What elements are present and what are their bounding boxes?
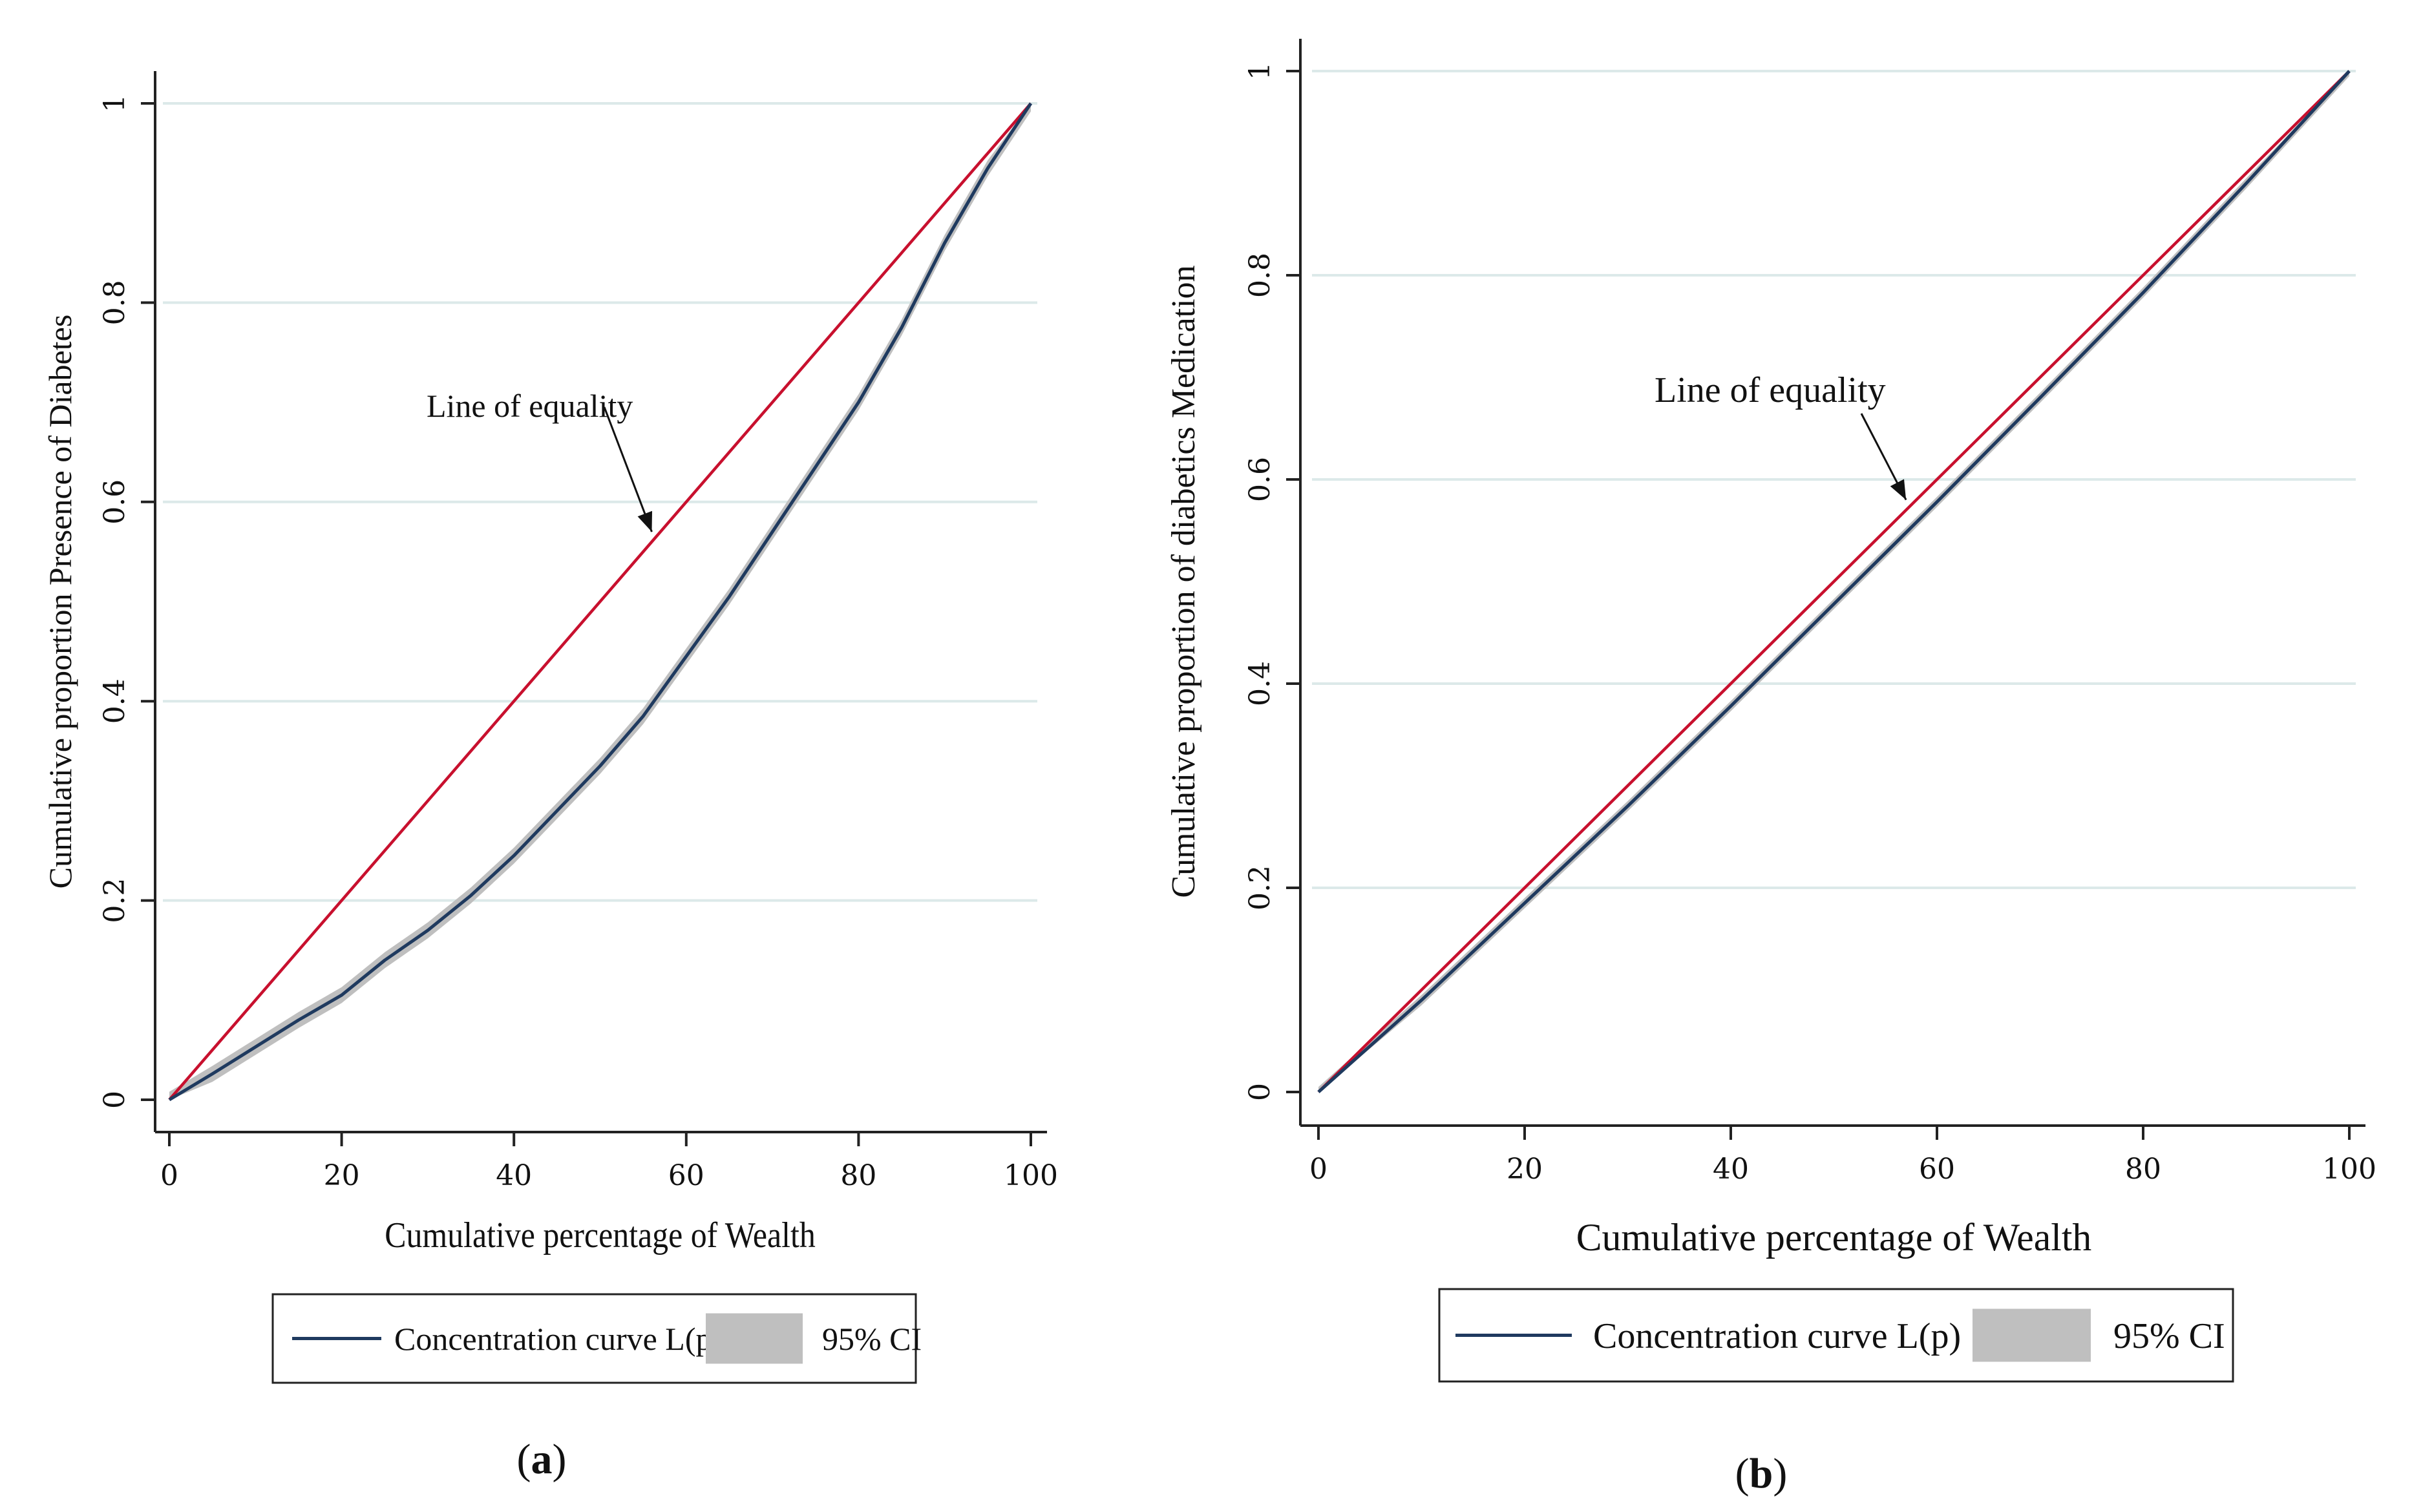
panel-b-x-tick-label-5: 100	[2322, 1153, 2376, 1186]
panel-b-gridlines	[1312, 70, 2356, 889]
panel-b-annotation-arrowhead	[1890, 479, 1907, 500]
panel-a-y-axis-title: Cumulative proportion Presence of Diabet…	[42, 315, 78, 889]
panel-a-lines	[168, 102, 1033, 1102]
panel-a-annotation-arrowhead	[637, 510, 653, 532]
panel-a-annotation: Line of equality	[427, 388, 633, 424]
panel-b-y-tick-label-0: 0	[1243, 1083, 1276, 1101]
panel-a-y-tick-label-0: 0	[98, 1091, 131, 1109]
panel-a-caption: (a)	[517, 1436, 567, 1483]
panel-a-y-tick-label-5: 1	[98, 94, 131, 112]
panel-b-y-tick-label-2: 0.4	[1243, 661, 1276, 706]
panel-b-legend-band-swatch	[1973, 1308, 2091, 1362]
panel-a-x-tick-label-2: 40	[496, 1159, 532, 1192]
panel-a-caption-letter: a	[531, 1436, 553, 1483]
panel-b-y-axis-title: Cumulative proportion of diabetics Medic…	[1165, 265, 1202, 898]
panel-b-caption-letter: b	[1750, 1450, 1773, 1497]
panel-b-concentration-curve	[1317, 70, 2351, 1093]
panel-a-y-tick-label-1: 0.2	[98, 878, 131, 923]
panel-a-x-tick-label-0: 0	[160, 1159, 178, 1192]
panel-a-line-of-equality	[168, 102, 1032, 1101]
panel-b-x-axis-title: Cumulative percentage of Wealth	[1576, 1216, 2092, 1259]
panel-b-legend: Concentration curve L(p) 95% CI	[1438, 1288, 2234, 1383]
panel-a-axes	[154, 71, 1047, 1133]
panel-a-legend-band-swatch	[706, 1313, 803, 1364]
panel-b-y-tick-label-1: 0.2	[1243, 865, 1276, 910]
panel-b-x-tick-label-2: 40	[1713, 1153, 1749, 1186]
panel-b-line-of-equality	[1317, 70, 2351, 1093]
panel-a-y-tick-label-3: 0.6	[98, 479, 131, 525]
panel-b-annotation: Line of equality	[1655, 370, 1886, 410]
panel-b-x-tick-label-4: 80	[2125, 1153, 2161, 1186]
panel-a-concentration-curve	[168, 102, 1033, 1102]
panel-b-axes	[1299, 39, 2365, 1127]
panel-a-x-tick-label-1: 20	[324, 1159, 360, 1192]
panel-a-caption-open: (	[517, 1436, 531, 1483]
panel-a-y-tick-label-2: 0.4	[98, 678, 131, 724]
panel-a-annotation-arrow	[603, 406, 653, 532]
panel-a-legend: Concentration curve L(p) 95% CI	[271, 1293, 922, 1384]
panel-a-x-tick-label-4: 80	[840, 1159, 876, 1192]
panel-a-y-tick-label-4: 0.8	[98, 280, 131, 325]
panel-b-y-tick-label-3: 0.6	[1243, 457, 1276, 502]
panel-a-x-tick-label-3: 60	[668, 1159, 704, 1192]
panel-a-caption-close: )	[553, 1436, 567, 1483]
panel-b-legend-label-curve: Concentration curve L(p)	[1593, 1316, 1961, 1356]
panel-b-legend-label-ci: 95% CI	[2113, 1316, 2225, 1356]
panel-b-ticks: 0 20 40 60 80 100 0 0.2 0.4 0.6 0.8 1	[1243, 62, 2376, 1186]
panel-a-x-tick-label-5: 100	[1004, 1159, 1058, 1192]
panel-a-gridlines	[163, 102, 1037, 902]
panel-b-caption-close: )	[1773, 1450, 1787, 1497]
panel-a-x-axis-title: Cumulative percentage of Wealth	[385, 1215, 816, 1255]
panel-a-legend-label-curve: Concentration curve L(p)	[394, 1321, 723, 1357]
panel-b-y-tick-label-5: 1	[1243, 62, 1276, 80]
panel-a-chart: 0 20 40 60 80 100 0 0.2 0.4 0.6 0.8 1 Cumulative pe…	[42, 71, 1058, 1483]
panel-b-x-tick-label-1: 20	[1507, 1153, 1543, 1186]
panel-b-y-tick-label-4: 0.8	[1243, 253, 1276, 298]
panel-b-x-tick-label-3: 60	[1919, 1153, 1955, 1186]
panel-b-caption-open: (	[1735, 1450, 1750, 1497]
panel-b-caption: (b)	[1735, 1450, 1788, 1497]
panel-b-x-tick-label-0: 0	[1309, 1153, 1328, 1186]
panel-b-chart: 0 20 40 60 80 100 0 0.2 0.4 0.6 0.8 1 Cumulative pe…	[1165, 39, 2376, 1497]
panel-a-legend-label-ci: 95% CI	[822, 1321, 922, 1357]
panel-b-lines	[1317, 70, 2351, 1093]
panel-a-ticks: 0 20 40 60 80 100 0 0.2 0.4 0.6 0.8 1	[98, 94, 1058, 1192]
